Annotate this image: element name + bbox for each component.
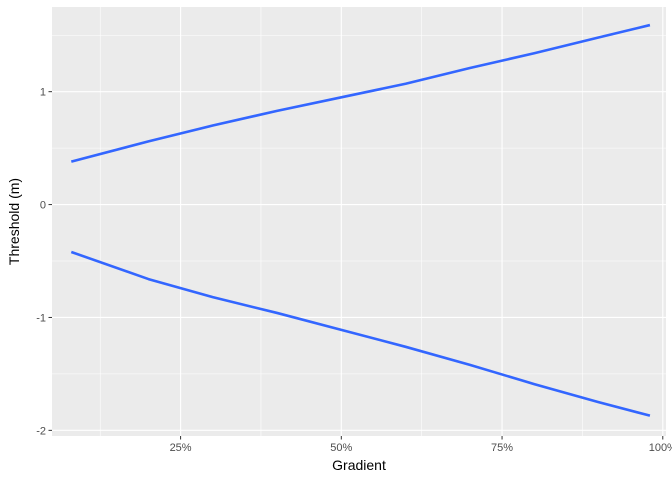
x-tick-label: 50% <box>330 442 352 454</box>
series-layer <box>70 23 651 417</box>
y-tick-label: -2 <box>36 425 46 437</box>
y-tick-label: 1 <box>40 87 46 99</box>
series-line-1 <box>70 23 651 163</box>
x-tick-label: 100% <box>649 442 672 454</box>
y-tick-label: -1 <box>36 312 46 324</box>
x-tick-label: 25% <box>170 442 192 454</box>
series-line-2 <box>70 250 651 417</box>
y-axis: -2 -1 0 1 <box>36 87 52 437</box>
y-tick-label: 0 <box>40 200 46 212</box>
y-axis-title: Threshold (m) <box>6 178 22 265</box>
x-axis-title: Gradient <box>332 457 386 473</box>
x-axis: 25% 50% 75% 100% <box>170 436 672 454</box>
x-tick-label: 75% <box>491 442 513 454</box>
plot-panel <box>52 7 666 436</box>
major-gridlines <box>52 7 666 436</box>
